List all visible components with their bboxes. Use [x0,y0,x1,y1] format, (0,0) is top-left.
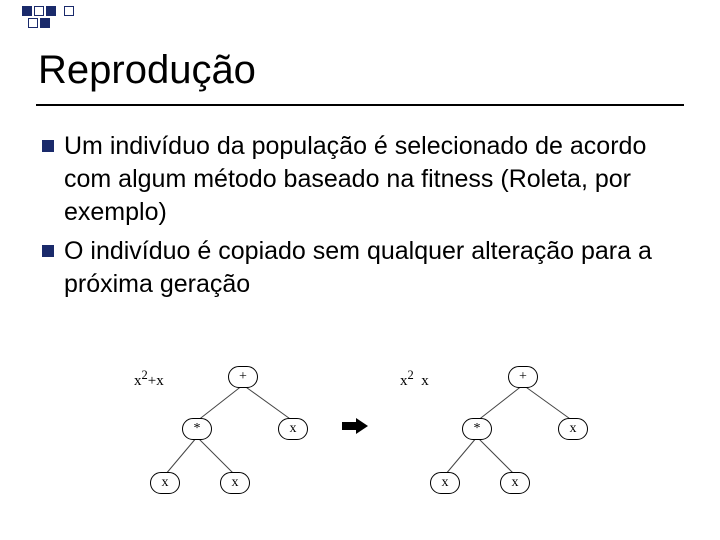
decor-square [40,18,50,28]
decor-square [64,6,74,16]
list-item: Um indivíduo da população é selecionado … [42,130,682,229]
tree-node: * [182,418,212,440]
bullet-text: Um indivíduo da população é selecionado … [64,130,682,229]
tree-node: x [150,472,180,494]
tree-node: x [430,472,460,494]
tree-node: + [228,366,258,388]
page-title: Reprodução [38,48,256,93]
arrow-icon [342,418,368,434]
expression-label: x2+x [134,368,164,390]
decor-square [28,18,38,28]
tree-node: x [278,418,308,440]
expression-label: x2 x [400,368,429,390]
bullet-text: O indivíduo é copiado sem qualquer alter… [64,235,682,301]
tree-node: x [558,418,588,440]
bullet-icon [42,245,54,257]
title-underline [36,104,684,106]
bullet-icon [42,140,54,152]
decor-square [46,6,56,16]
slide-decor [0,0,720,32]
tree-diagram: x2+x + * x x x x2 x + * x x x [110,360,630,530]
tree-node: * [462,418,492,440]
tree-node: x [220,472,250,494]
tree-node: + [508,366,538,388]
list-item: O indivíduo é copiado sem qualquer alter… [42,235,682,301]
bullet-list: Um indivíduo da população é selecionado … [42,130,682,307]
tree-node: x [500,472,530,494]
decor-square [22,6,32,16]
decor-square [34,6,44,16]
